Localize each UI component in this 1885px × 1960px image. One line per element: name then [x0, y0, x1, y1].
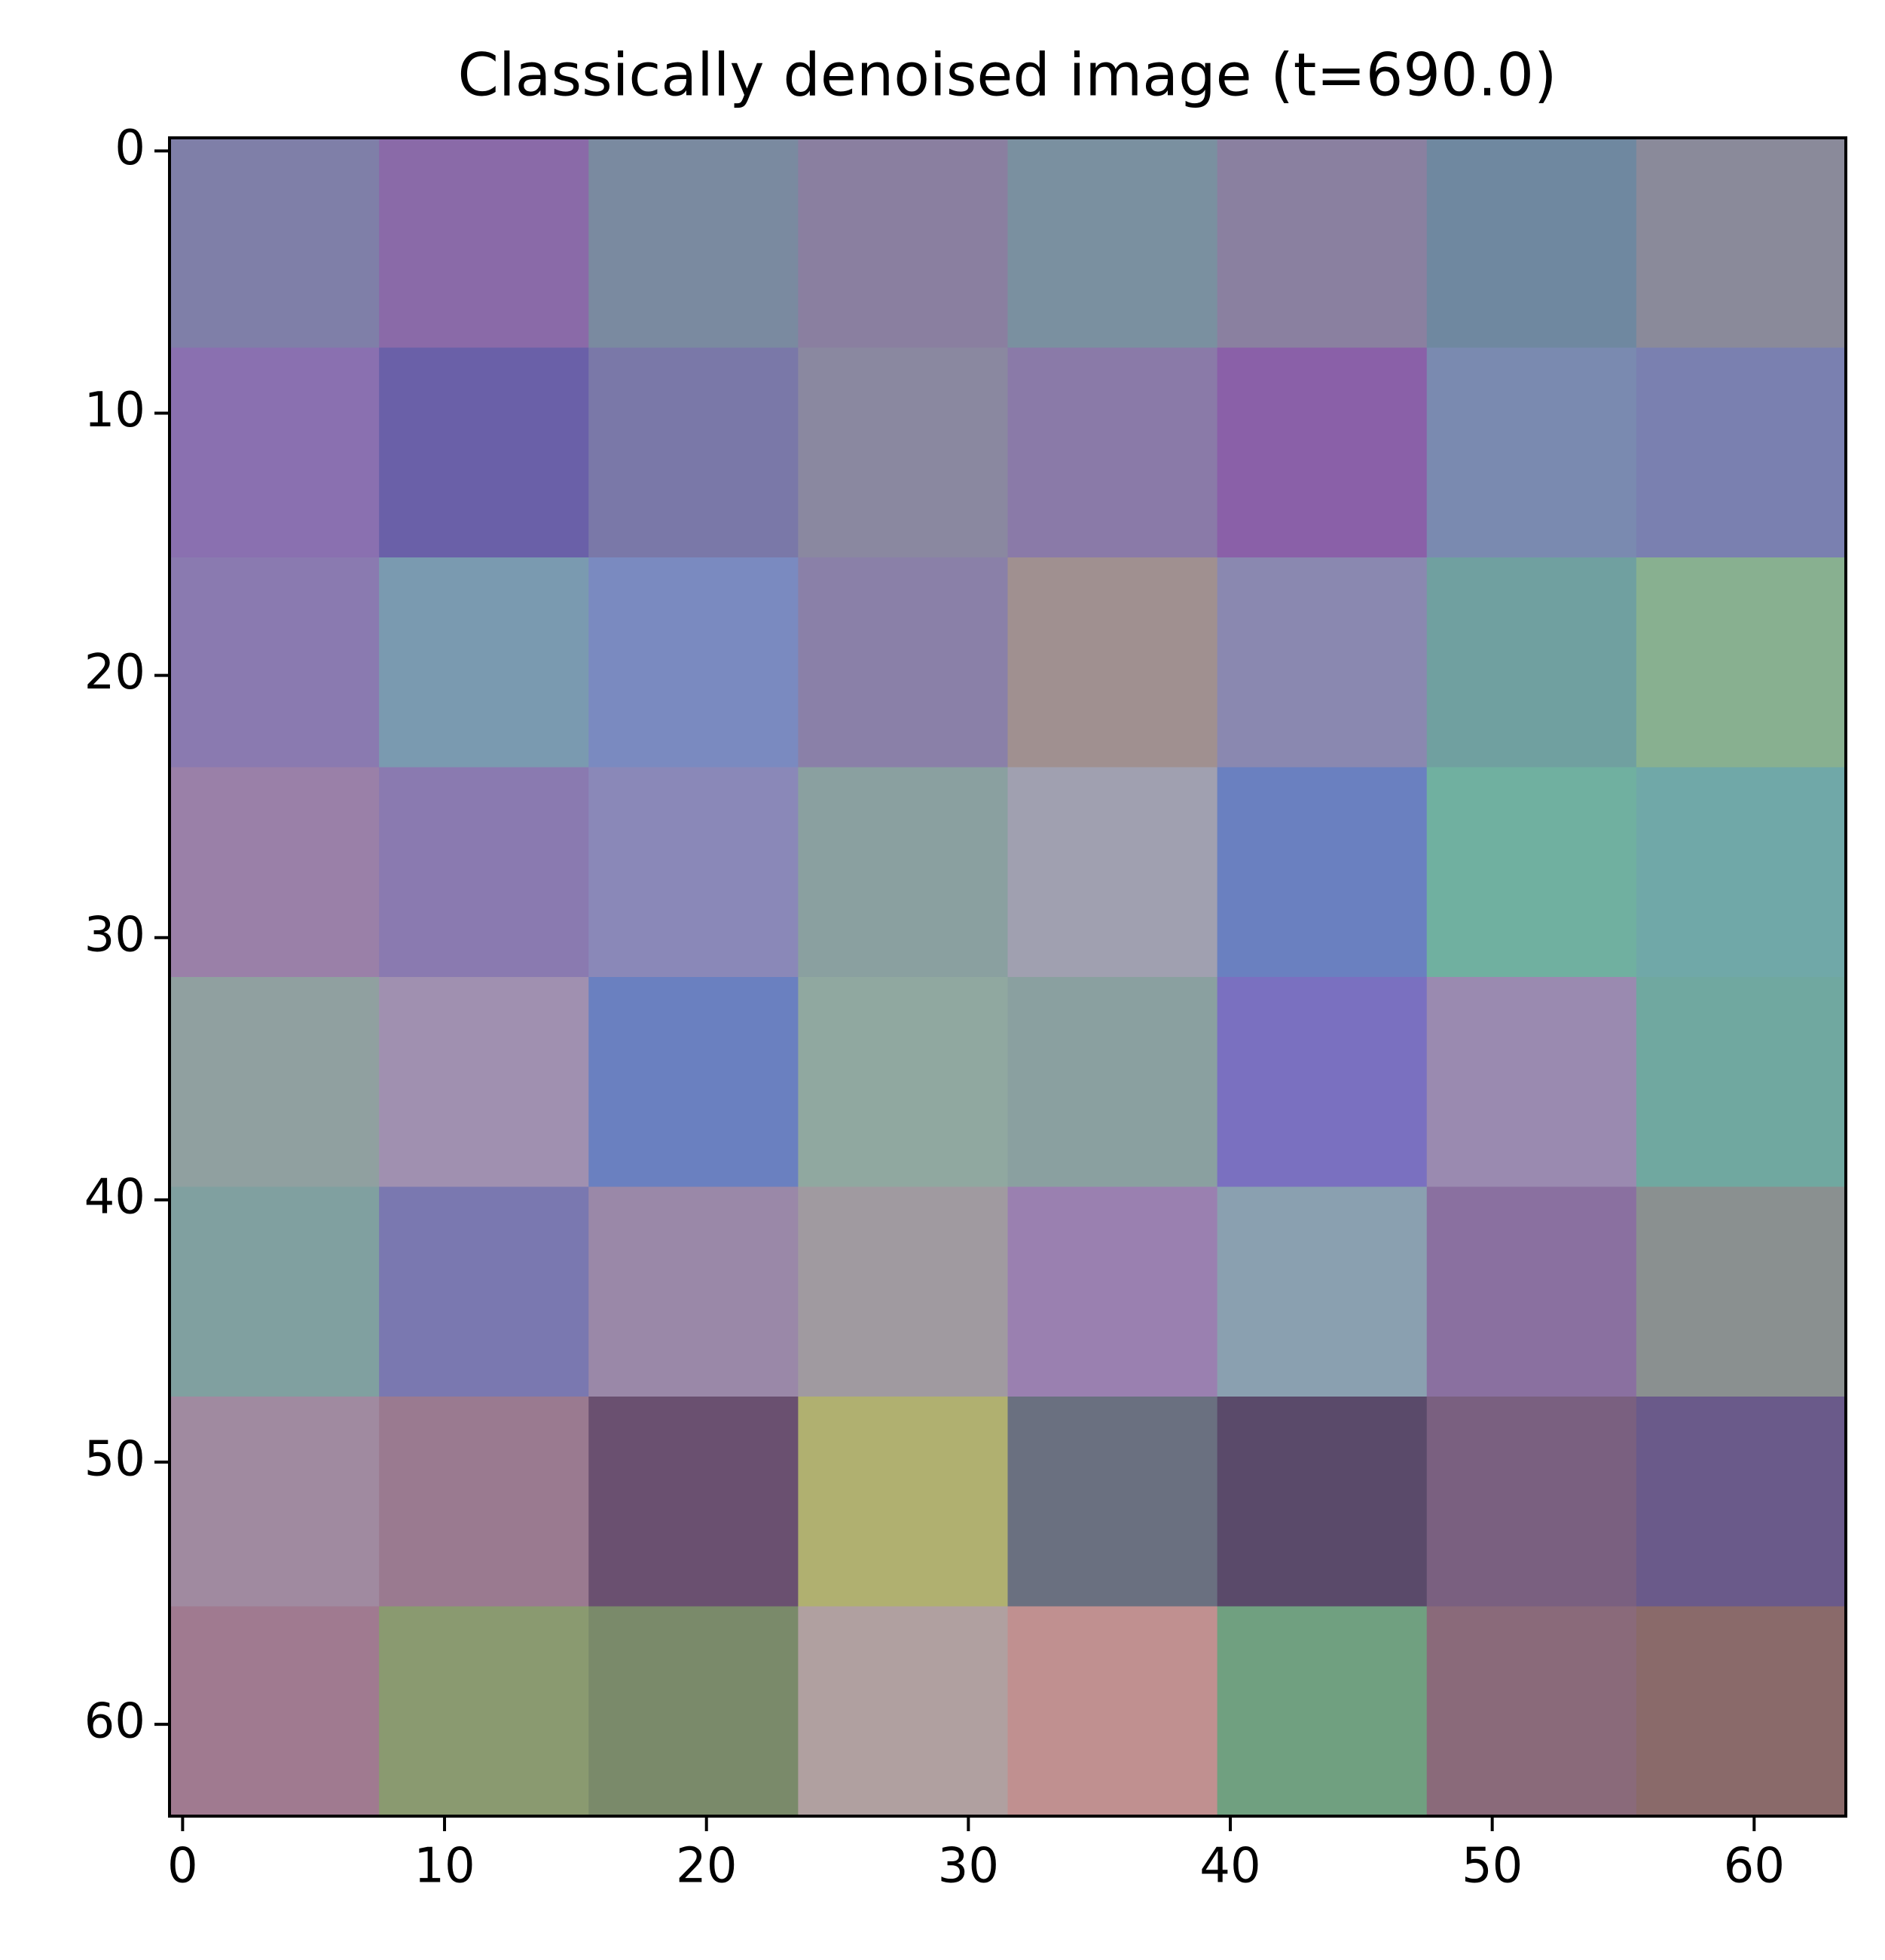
- pixel: [379, 138, 589, 348]
- pixel: [588, 1606, 799, 1817]
- pixel: [1007, 1186, 1218, 1397]
- pixel: [1426, 1397, 1637, 1607]
- y-tick-label: 40: [84, 1169, 145, 1225]
- pixel: [379, 767, 589, 978]
- pixel: [379, 1397, 589, 1607]
- pixel: [798, 1186, 1008, 1397]
- pixel: [170, 1186, 380, 1397]
- pixel: [1217, 1606, 1428, 1817]
- pixel: [379, 977, 589, 1187]
- x-tick-label: 10: [414, 1839, 475, 1894]
- pixel: [588, 977, 799, 1187]
- y-tick-label: 60: [84, 1694, 145, 1750]
- pixel: [798, 347, 1008, 558]
- pixel: [170, 557, 380, 768]
- pixel: [798, 977, 1008, 1187]
- x-tick-label: 50: [1462, 1839, 1523, 1894]
- pixel: [1426, 138, 1637, 348]
- y-tick-label: 10: [84, 383, 145, 438]
- pixel: [588, 347, 799, 558]
- pixel: [588, 1397, 799, 1607]
- pixel: [1007, 1397, 1218, 1607]
- pixel: [798, 767, 1008, 978]
- pixel: [379, 557, 589, 768]
- pixel: [798, 1606, 1008, 1817]
- pixel: [1217, 1186, 1428, 1397]
- pixel: [588, 138, 799, 348]
- pixel: [1007, 977, 1218, 1187]
- x-tick-label: 20: [676, 1839, 737, 1894]
- pixel: [170, 977, 380, 1187]
- chart-title: Classically denoised image (t=690.0): [458, 41, 1557, 109]
- pixel: [170, 767, 380, 978]
- pixel: [1217, 557, 1428, 768]
- y-tick-label: 0: [115, 121, 145, 176]
- pixel: [1007, 1606, 1218, 1817]
- pixel: [1007, 138, 1218, 348]
- pixel: [1426, 977, 1637, 1187]
- pixel: [170, 138, 380, 348]
- pixel: [1426, 557, 1637, 768]
- pixel: [379, 1606, 589, 1817]
- y-tick-label: 30: [84, 907, 145, 963]
- pixel: [798, 557, 1008, 768]
- pixel: [1217, 767, 1428, 978]
- pixel: [170, 1397, 380, 1607]
- pixel: [1426, 347, 1637, 558]
- pixel: [1426, 1606, 1637, 1817]
- pixel: [588, 1186, 799, 1397]
- pixel: [1217, 138, 1428, 348]
- pixel: [1007, 767, 1218, 978]
- pixel: [1217, 977, 1428, 1187]
- pixel: [588, 767, 799, 978]
- axes-frame: [168, 136, 1847, 1818]
- pixel: [1426, 767, 1637, 978]
- pixel: [1007, 557, 1218, 768]
- x-tick-label: 40: [1199, 1839, 1260, 1894]
- x-tick-label: 0: [167, 1839, 198, 1894]
- pixel: [170, 347, 380, 558]
- pixel: [798, 1397, 1008, 1607]
- pixel: [1217, 1397, 1428, 1607]
- pixel: [798, 138, 1008, 348]
- pixel: [1636, 767, 1847, 978]
- pixel: [1636, 557, 1847, 768]
- pixel: [588, 557, 799, 768]
- pixel: [1636, 347, 1847, 558]
- y-tick-label: 20: [84, 645, 145, 701]
- pixel: [1217, 347, 1428, 558]
- pixel: [379, 1186, 589, 1397]
- x-tick-label: 30: [938, 1839, 999, 1894]
- pixel: [1636, 977, 1847, 1187]
- pixel: [1007, 347, 1218, 558]
- pixel: [1636, 138, 1847, 348]
- pixel: [379, 347, 589, 558]
- pixel: [170, 1606, 380, 1817]
- pixel: [1636, 1397, 1847, 1607]
- pixel: [1636, 1606, 1847, 1817]
- y-tick-label: 50: [84, 1432, 145, 1488]
- x-tick-label: 60: [1724, 1839, 1785, 1894]
- pixel: [1426, 1186, 1637, 1397]
- pixel: [1636, 1186, 1847, 1397]
